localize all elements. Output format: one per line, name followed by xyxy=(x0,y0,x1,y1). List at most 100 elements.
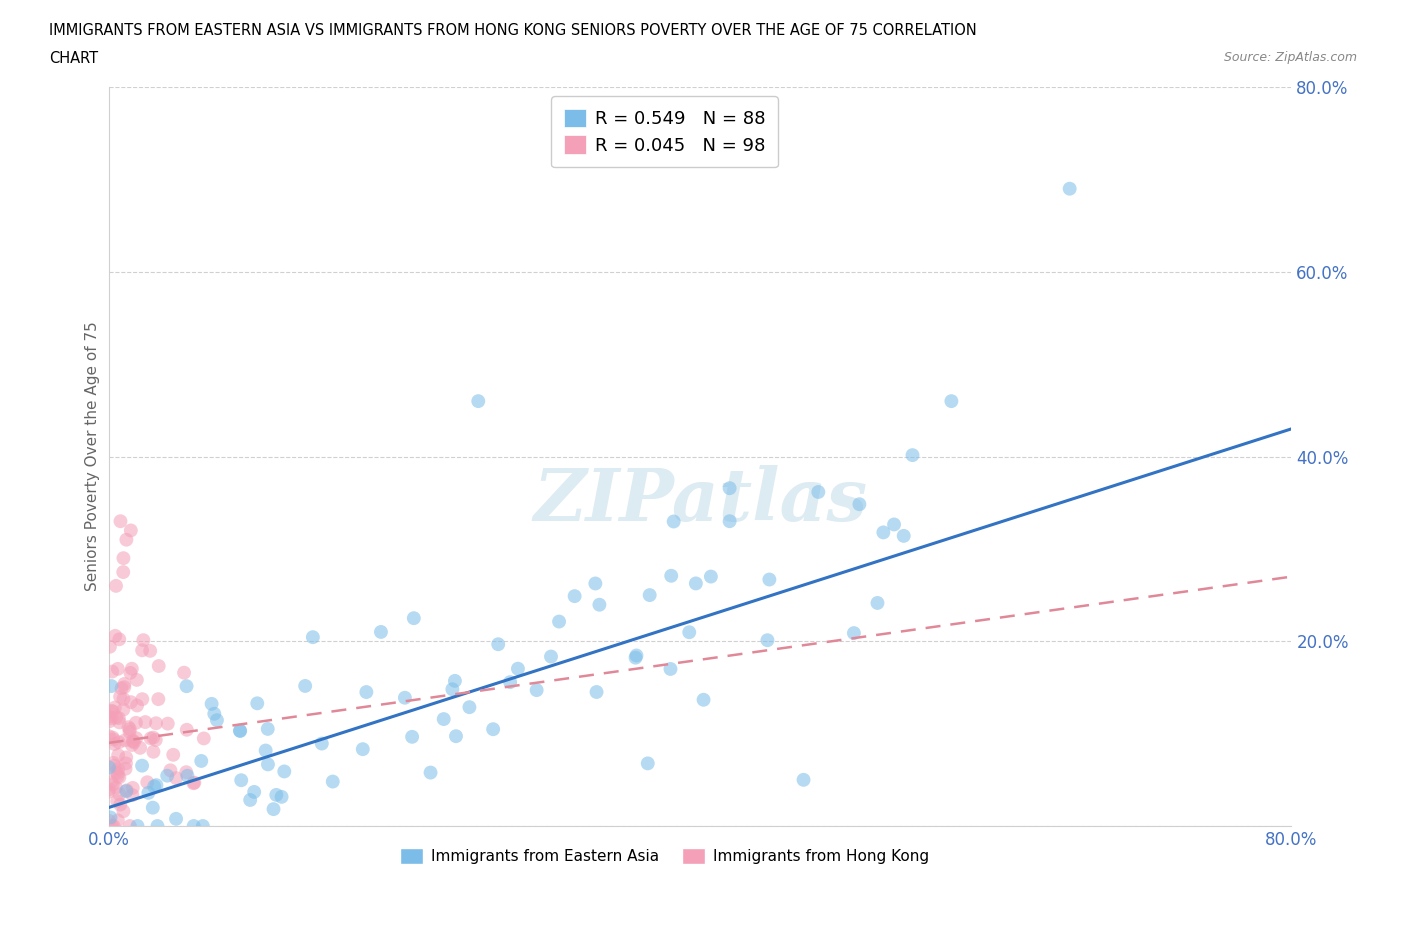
Point xyxy=(107,766,129,781)
Point xyxy=(678,625,700,640)
Point xyxy=(444,673,467,688)
Point xyxy=(142,744,165,759)
Point xyxy=(98,814,121,829)
Point xyxy=(626,648,648,663)
Point xyxy=(201,697,224,711)
Point xyxy=(120,523,142,538)
Point xyxy=(105,793,128,808)
Point xyxy=(467,393,489,408)
Point xyxy=(97,729,120,744)
Point xyxy=(441,682,464,697)
Point xyxy=(548,614,571,629)
Point xyxy=(243,785,266,800)
Point xyxy=(401,729,423,744)
Point xyxy=(352,742,374,757)
Point xyxy=(103,818,125,833)
Point xyxy=(98,639,121,654)
Point xyxy=(193,731,215,746)
Point xyxy=(131,692,153,707)
Point xyxy=(176,768,198,783)
Point xyxy=(104,700,127,715)
Point xyxy=(370,625,392,640)
Point xyxy=(112,565,135,579)
Point xyxy=(100,810,122,825)
Point xyxy=(112,551,135,565)
Point xyxy=(98,710,121,724)
Point xyxy=(173,665,195,680)
Point xyxy=(229,724,252,738)
Point xyxy=(263,802,285,817)
Point xyxy=(107,813,129,828)
Point xyxy=(564,589,586,604)
Point xyxy=(105,764,128,779)
Point xyxy=(322,774,344,789)
Point xyxy=(394,690,416,705)
Point xyxy=(758,572,780,587)
Point xyxy=(108,770,131,785)
Point xyxy=(101,730,124,745)
Point xyxy=(108,787,131,802)
Point xyxy=(132,632,155,647)
Point xyxy=(117,720,139,735)
Point xyxy=(101,664,124,679)
Point xyxy=(356,684,378,699)
Point xyxy=(120,665,142,680)
Point xyxy=(139,644,162,658)
Point xyxy=(121,661,143,676)
Point xyxy=(97,782,120,797)
Point xyxy=(112,692,135,707)
Point xyxy=(100,711,122,725)
Point xyxy=(659,661,682,676)
Point xyxy=(174,764,197,779)
Point xyxy=(145,733,167,748)
Point xyxy=(588,597,610,612)
Text: CHART: CHART xyxy=(49,51,98,66)
Point xyxy=(145,716,167,731)
Point xyxy=(107,762,129,777)
Point xyxy=(146,818,169,833)
Point xyxy=(294,679,316,694)
Point xyxy=(127,818,149,833)
Point xyxy=(97,784,120,799)
Point xyxy=(270,790,292,804)
Point xyxy=(142,730,165,745)
Point xyxy=(136,775,159,790)
Point xyxy=(202,706,225,721)
Point xyxy=(100,775,122,790)
Point xyxy=(110,797,132,812)
Point xyxy=(419,765,441,780)
Point xyxy=(718,513,741,528)
Point xyxy=(176,679,198,694)
Point xyxy=(107,748,129,763)
Point xyxy=(486,637,509,652)
Point xyxy=(482,722,505,737)
Point xyxy=(700,569,723,584)
Point xyxy=(103,755,125,770)
Point xyxy=(183,776,205,790)
Point xyxy=(659,568,682,583)
Point xyxy=(121,788,143,803)
Point xyxy=(662,514,685,529)
Point xyxy=(254,743,277,758)
Point xyxy=(246,696,269,711)
Point xyxy=(901,447,924,462)
Point xyxy=(156,768,179,783)
Point xyxy=(526,683,548,698)
Point xyxy=(108,711,131,725)
Point xyxy=(165,811,187,826)
Point xyxy=(138,786,160,801)
Point xyxy=(756,632,779,647)
Legend: Immigrants from Eastern Asia, Immigrants from Hong Kong: Immigrants from Eastern Asia, Immigrants… xyxy=(394,842,935,870)
Point xyxy=(540,649,562,664)
Point xyxy=(114,762,136,777)
Text: Source: ZipAtlas.com: Source: ZipAtlas.com xyxy=(1223,51,1357,64)
Point xyxy=(107,769,129,784)
Point xyxy=(872,525,894,539)
Point xyxy=(190,753,212,768)
Point xyxy=(685,576,707,591)
Point xyxy=(101,704,124,719)
Point xyxy=(311,737,333,751)
Point xyxy=(638,588,661,603)
Point xyxy=(148,658,170,673)
Point xyxy=(121,737,143,752)
